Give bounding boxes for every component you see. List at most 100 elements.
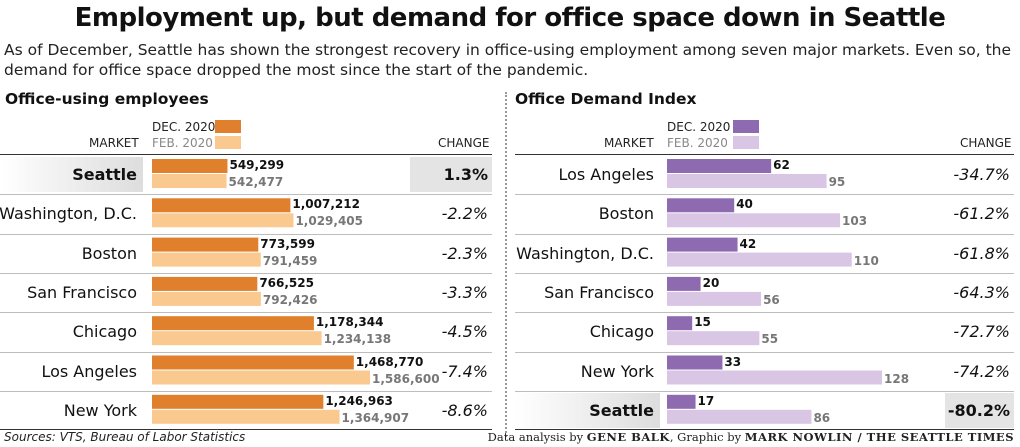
- employees-value-feb: 542,477: [228, 175, 284, 189]
- employees-bar-dec: [152, 237, 259, 252]
- employees-value-dec: 1,178,344: [315, 315, 384, 330]
- employees-market-label: Washington, D.C.: [0, 204, 137, 224]
- demand-change-value: -74.2%: [953, 361, 1010, 381]
- demand-value-feb: 55: [761, 332, 779, 347]
- demand-bar-dec: [667, 198, 735, 213]
- demand-row-rule: [515, 312, 1014, 314]
- employees-change-header: CHANGE: [438, 136, 490, 150]
- employees-legend-dec-swatch: [215, 120, 241, 133]
- demand-value-feb: 103: [842, 214, 868, 229]
- employees-market-label: Boston: [81, 243, 137, 263]
- demand-value-feb: 56: [763, 292, 780, 307]
- demand-row-rule: [515, 194, 1014, 196]
- employees-market-label: New York: [63, 400, 137, 420]
- employees-change-value: -7.4%: [441, 361, 488, 381]
- employees-bar-dec: [152, 159, 228, 173]
- demand-value-feb: 86: [813, 410, 831, 425]
- demand-row-rule: [515, 233, 1014, 235]
- credit-artist: MARK NOWLIN: [744, 430, 853, 444]
- employees-bar-feb: [152, 174, 227, 188]
- demand-change-value: -34.7%: [953, 165, 1010, 184]
- demand-bar-dec: [667, 394, 696, 409]
- demand-market-label: Los Angeles: [558, 165, 654, 184]
- demand-bar-feb: [667, 252, 852, 267]
- employees-row-rule: [0, 351, 492, 353]
- demand-legend-dec-label: DEC. 2020: [667, 120, 731, 134]
- credit-prefix: Data analysis by: [487, 430, 587, 444]
- demand-legend-feb-label: FEB. 2020: [667, 136, 728, 150]
- demand-value-dec: 40: [736, 197, 753, 212]
- demand-value-dec: 42: [739, 236, 757, 251]
- employees-bar-dec: [152, 198, 291, 213]
- employees-change-value: -8.6%: [441, 400, 488, 420]
- employees-bar-dec: [152, 355, 354, 370]
- demand-value-dec: 33: [724, 354, 742, 369]
- demand-bar-feb: [667, 213, 841, 228]
- employees-bar-dec: [152, 316, 314, 331]
- employees-value-feb: 1,029,405: [295, 214, 364, 229]
- employees-market-label: Chicago: [72, 322, 137, 342]
- employees-legend-feb-label: FEB. 2020: [152, 136, 213, 150]
- employees-market-label: San Francisco: [27, 282, 137, 302]
- employees-row-rule: [0, 390, 492, 392]
- demand-market-label: Washington, D.C.: [516, 243, 654, 263]
- employees-value-feb: 791,459: [262, 253, 318, 268]
- credit-analyst: GENE BALK: [586, 430, 670, 444]
- demand-market-label: Boston: [598, 204, 654, 224]
- employees-change-value: -2.3%: [441, 243, 488, 263]
- demand-change-value: -61.2%: [953, 204, 1010, 224]
- demand-change-value: -61.8%: [953, 243, 1010, 263]
- demand-change-value: -80.2%: [947, 400, 1010, 420]
- demand-change-value: -72.7%: [953, 322, 1010, 342]
- credit-outlet: / THE SEATTLE TIMES: [852, 430, 1014, 444]
- employees-value-feb: 1,234,138: [323, 332, 392, 347]
- demand-bar-dec: [667, 159, 772, 173]
- demand-value-dec: 20: [702, 275, 720, 290]
- demand-bar-dec: [667, 355, 723, 370]
- employees-row-rule: [0, 312, 492, 314]
- employees-bottom-rule: [0, 429, 492, 431]
- demand-value-dec: 15: [694, 315, 711, 330]
- demand-legend-feb-swatch: [733, 136, 759, 149]
- demand-bar-dec: [667, 237, 738, 252]
- demand-bar-dec: [667, 276, 701, 291]
- demand-change-value: -64.3%: [953, 282, 1010, 302]
- demand-bottom-rule: [515, 429, 1014, 431]
- credit-line: Data analysis by GENE BALK, Graphic by M…: [488, 430, 1014, 444]
- employees-value-dec: 549,299: [229, 158, 285, 172]
- employees-value-feb: 1,364,907: [341, 410, 410, 425]
- demand-market-label: Seattle: [589, 400, 654, 420]
- demand-market-label: San Francisco: [544, 282, 654, 302]
- demand-header-rule: [515, 154, 1014, 155]
- employees-bar-feb: [152, 291, 261, 306]
- employees-bar-feb: [152, 213, 294, 228]
- demand-highlight-band: [515, 392, 660, 429]
- employees-row-rule: [0, 233, 492, 235]
- panel-divider: [505, 92, 507, 437]
- demand-row-rule: [515, 351, 1014, 353]
- demand-bar-feb: [667, 409, 812, 424]
- demand-row-rule: [515, 272, 1014, 274]
- source-note: Sources: VTS, Bureau of Labor Statistics: [4, 430, 246, 444]
- demand-legend-dec-swatch: [733, 120, 759, 133]
- employees-change-value: -2.2%: [441, 204, 488, 224]
- employees-bar-feb: [152, 252, 261, 267]
- employees-row-rule: [0, 194, 492, 196]
- demand-highlight-change-band: [945, 392, 1014, 429]
- employees-value-dec: 1,007,212: [292, 197, 360, 212]
- employees-legend-dec-label: DEC. 2020: [152, 120, 216, 134]
- chart-title: Employment up, but demand for office spa…: [74, 3, 946, 33]
- demand-row-rule: [515, 390, 1014, 392]
- employees-highlight-change-band: [410, 157, 492, 193]
- employees-change-value: -3.3%: [441, 282, 488, 302]
- demand-value-dec: 17: [697, 393, 715, 408]
- employees-value-dec: 1,468,770: [355, 354, 424, 369]
- employees-change-value: 1.3%: [443, 165, 488, 184]
- employees-bar-feb: [152, 370, 370, 385]
- panel-title-demand-index: Office Demand Index: [515, 90, 697, 108]
- demand-bar-feb: [667, 174, 827, 188]
- demand-bar-dec: [667, 316, 693, 331]
- employees-value-dec: 766,525: [259, 275, 314, 290]
- employees-legend-feb-swatch: [215, 136, 241, 149]
